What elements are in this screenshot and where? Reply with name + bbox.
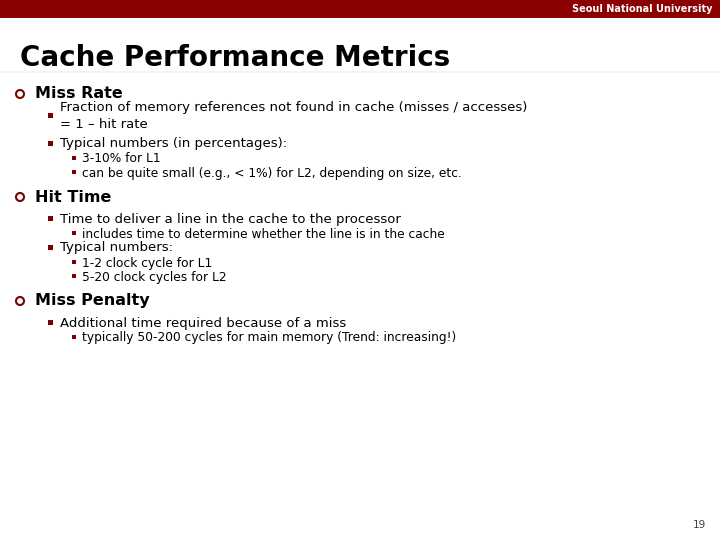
Bar: [72, 156, 76, 160]
Text: includes time to determine whether the line is in the cache: includes time to determine whether the l…: [82, 227, 445, 240]
Text: Miss Penalty: Miss Penalty: [35, 294, 150, 308]
Text: Typical numbers:: Typical numbers:: [60, 241, 173, 254]
Bar: [72, 231, 76, 235]
Text: Miss Rate: Miss Rate: [35, 86, 122, 102]
Bar: [48, 112, 53, 118]
Text: 3-10% for L1: 3-10% for L1: [82, 152, 161, 165]
Text: 1-2 clock cycle for L1: 1-2 clock cycle for L1: [82, 256, 212, 269]
Text: Fraction of memory references not found in cache (misses / accesses)
= 1 – hit r: Fraction of memory references not found …: [60, 102, 527, 131]
Bar: [72, 335, 76, 339]
Bar: [72, 170, 76, 174]
Bar: [48, 320, 53, 325]
Bar: [48, 245, 53, 249]
Text: Additional time required because of a miss: Additional time required because of a mi…: [60, 316, 346, 329]
Text: Cache Performance Metrics: Cache Performance Metrics: [20, 44, 450, 72]
Bar: [0, 0, 720, 18]
Text: 5-20 clock cycles for L2: 5-20 clock cycles for L2: [82, 271, 227, 284]
Text: can be quite small (e.g., < 1%) for L2, depending on size, etc.: can be quite small (e.g., < 1%) for L2, …: [82, 166, 462, 179]
Text: Time to deliver a line in the cache to the processor: Time to deliver a line in the cache to t…: [60, 213, 401, 226]
Bar: [48, 215, 53, 220]
Bar: [72, 260, 76, 264]
Text: Typical numbers (in percentages):: Typical numbers (in percentages):: [60, 138, 287, 151]
Bar: [72, 274, 76, 278]
Text: Seoul National University: Seoul National University: [572, 4, 712, 14]
Text: 19: 19: [693, 520, 706, 530]
Bar: [48, 140, 53, 145]
Text: typically 50-200 cycles for main memory (Trend: increasing!): typically 50-200 cycles for main memory …: [82, 332, 456, 345]
Text: Hit Time: Hit Time: [35, 190, 112, 205]
